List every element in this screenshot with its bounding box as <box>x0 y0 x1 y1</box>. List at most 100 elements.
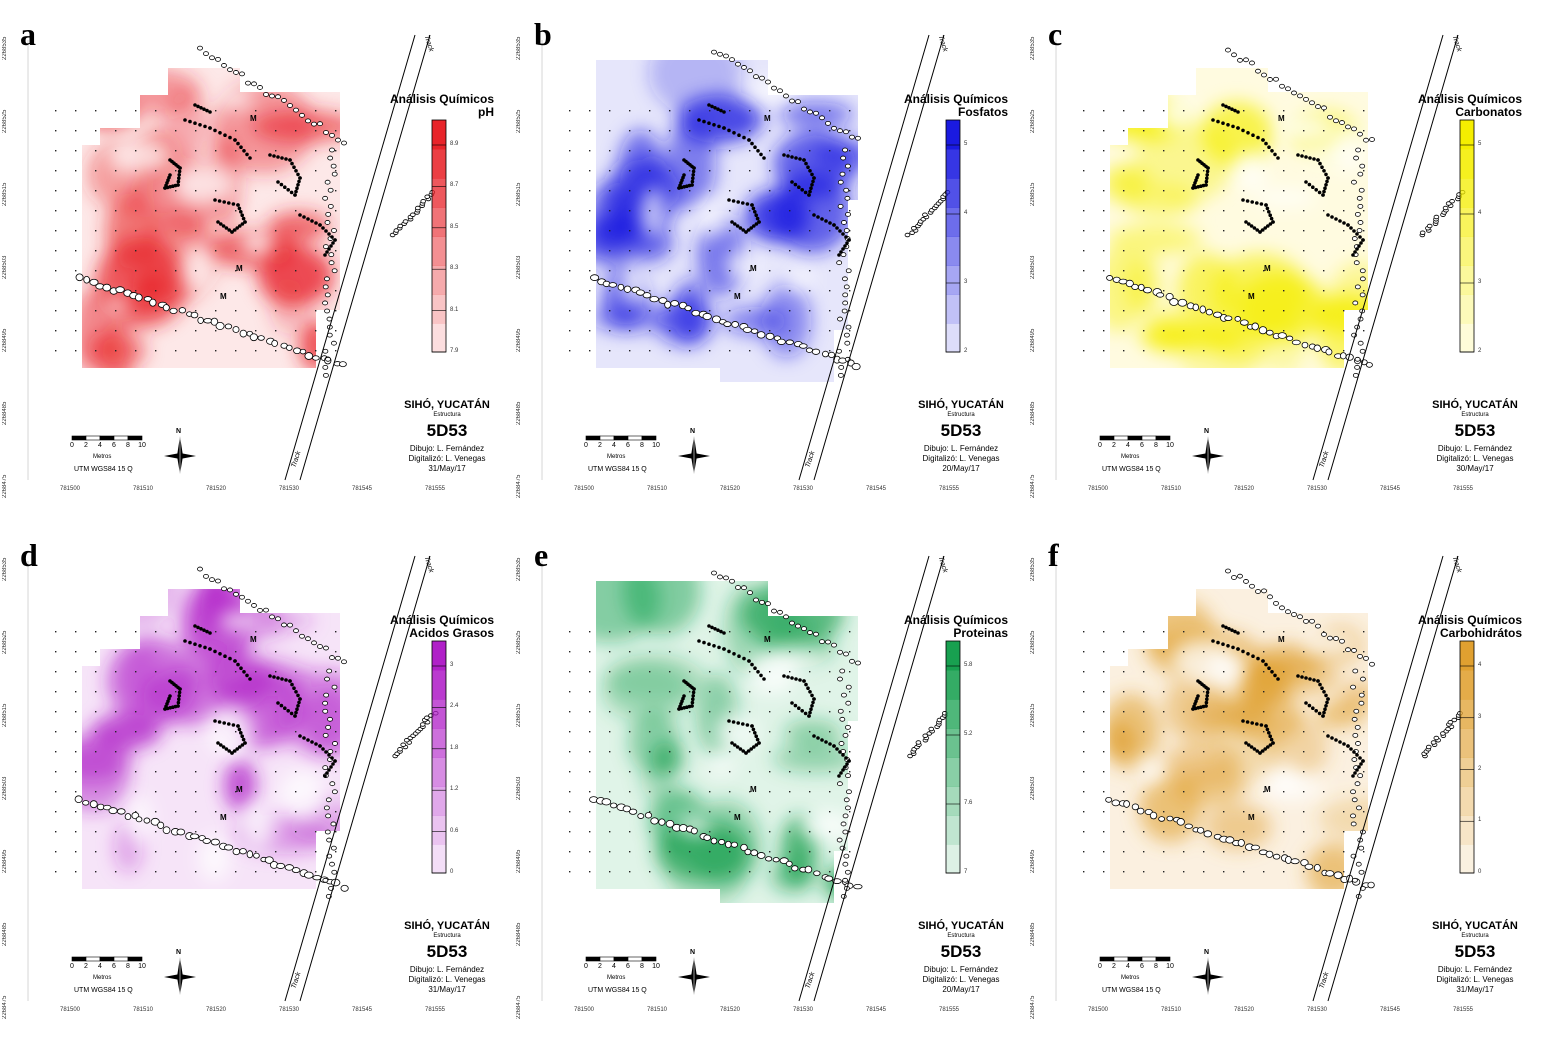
sample-point <box>569 110 571 112</box>
wall-stone <box>1256 656 1260 661</box>
y-tick-label: 2268495 <box>516 328 522 352</box>
sample-point <box>1303 751 1305 753</box>
wall-stone <box>235 226 239 230</box>
sample-point <box>1183 130 1185 132</box>
sample-point <box>195 651 197 653</box>
wall-stone <box>1270 670 1274 674</box>
sample-point <box>649 691 651 693</box>
wall-stone <box>217 199 222 203</box>
sample-point <box>255 230 257 232</box>
sample-point <box>1083 290 1085 292</box>
sample-point <box>1123 210 1125 212</box>
sample-point <box>275 671 277 673</box>
wall-stone <box>1204 700 1209 705</box>
sample-point <box>155 811 157 813</box>
legend-tick-label: 4 <box>1478 662 1482 668</box>
sample-point <box>55 691 57 693</box>
legend-band <box>946 207 960 237</box>
sample-point <box>115 130 117 132</box>
sample-point <box>789 170 791 172</box>
sample-point <box>1123 691 1125 693</box>
sample-point <box>609 250 611 252</box>
sample-point <box>275 190 277 192</box>
sample-point <box>569 230 571 232</box>
legend-band <box>432 844 446 874</box>
wall-stone <box>1265 206 1270 211</box>
sample-point <box>589 190 591 192</box>
sample-point <box>789 330 791 332</box>
sample-point <box>215 751 217 753</box>
concentration-blob <box>1110 589 1166 618</box>
sample-point <box>215 190 217 192</box>
sample-point <box>849 811 851 813</box>
sample-point <box>1263 290 1265 292</box>
sample-point <box>255 350 257 352</box>
structure-code: 5D53 <box>1454 942 1496 961</box>
sample-point <box>315 751 317 753</box>
legend-band <box>432 641 446 671</box>
sample-point <box>629 230 631 232</box>
wall-stone <box>713 627 717 631</box>
sample-point <box>295 150 297 152</box>
sample-point <box>689 130 691 132</box>
wall-stone <box>808 189 812 194</box>
sample-point <box>95 711 97 713</box>
wall-stone <box>302 736 306 740</box>
scale-unit: Metros <box>607 975 626 981</box>
scale-bar <box>71 435 143 441</box>
sample-point <box>769 270 771 272</box>
wall-stone <box>222 721 226 725</box>
legend-tick-label: 5 <box>1478 141 1482 147</box>
wall-stone <box>177 173 181 177</box>
sample-point <box>749 110 751 112</box>
legend-tick-label: 2 <box>1478 765 1482 772</box>
sample-point <box>255 210 257 212</box>
concentration-blob <box>270 277 306 334</box>
wall-stone <box>284 678 288 682</box>
sample-point <box>849 150 851 152</box>
sample-point <box>195 631 197 633</box>
legend-band <box>946 641 960 671</box>
y-tick-label: 2268475 <box>1030 474 1036 498</box>
y-tick-label: 2268475 <box>2 995 8 1019</box>
wall-stone <box>1264 724 1268 728</box>
sample-point <box>809 751 811 753</box>
wall-stone <box>1314 188 1318 192</box>
sample-point <box>689 731 691 733</box>
sample-point <box>1363 671 1365 673</box>
sample-point <box>1223 230 1225 232</box>
wall-stone <box>318 744 322 748</box>
sample-point <box>1103 290 1105 292</box>
wall-stone <box>1304 701 1308 705</box>
wall-stone <box>717 124 721 129</box>
sample-point <box>709 811 711 813</box>
sample-point <box>235 130 237 132</box>
credit-drawing: Dibujo: L. Fernández <box>1437 965 1513 974</box>
sample-point <box>629 170 631 172</box>
sample-point <box>195 210 197 212</box>
scale-number: 10 <box>1166 442 1174 449</box>
sample-point <box>1123 170 1125 172</box>
sample-point <box>1283 350 1285 352</box>
sample-point <box>1303 110 1305 112</box>
wall-stone <box>756 149 760 153</box>
wall-stone <box>329 244 333 248</box>
sample-point <box>1203 811 1205 813</box>
wall-stone <box>217 720 222 724</box>
sample-point <box>749 671 751 673</box>
sample-point <box>315 330 317 332</box>
sample-point <box>829 170 831 172</box>
wall-stone <box>1296 153 1300 157</box>
wall-stone <box>753 145 757 149</box>
legend-tick-label: 4 <box>1478 210 1482 216</box>
sample-point <box>315 651 317 653</box>
sample-point <box>1343 871 1345 873</box>
sample-point <box>1183 310 1185 312</box>
wall-stone <box>741 722 745 726</box>
sample-point <box>849 190 851 192</box>
sample-point <box>1343 150 1345 152</box>
sample-point <box>1223 851 1225 853</box>
sample-point <box>1143 330 1145 332</box>
sample-point <box>1083 831 1085 833</box>
sample-point <box>669 250 671 252</box>
